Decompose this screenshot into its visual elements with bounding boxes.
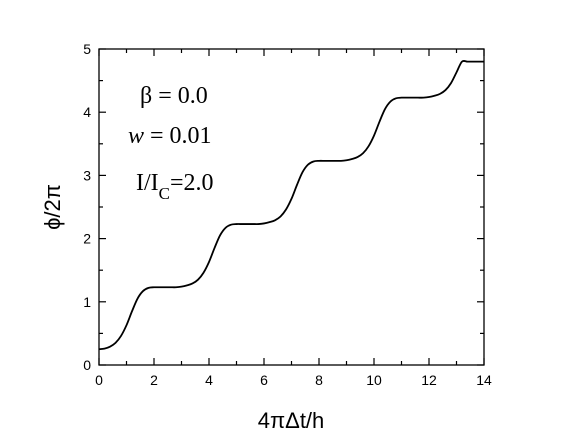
- annotation-current-value: =2.0: [170, 170, 214, 196]
- y-tick-label: 3: [83, 167, 91, 183]
- annotation-current: I/IC=2.0: [136, 170, 214, 203]
- annotation-w-symbol: w: [128, 123, 144, 149]
- y-tick-label: 4: [83, 104, 91, 120]
- y-axis-label: ϕ/2π: [40, 184, 65, 230]
- annotation-w: w = 0.01: [128, 123, 212, 149]
- y-tick-label: 5: [83, 41, 91, 57]
- annotation-current-i: I/I: [136, 170, 159, 196]
- annotation-w-value: = 0.01: [144, 123, 212, 149]
- series-group: [98, 59, 484, 351]
- y-tick-label: 0: [83, 357, 91, 373]
- y-tick-label: 1: [83, 294, 91, 310]
- x-tick-label: 8: [315, 372, 323, 388]
- x-tick-label: 14: [476, 372, 492, 388]
- annotation-current-sub: C: [159, 184, 170, 203]
- y-tick-label: 2: [83, 231, 91, 247]
- x-tick-label: 2: [150, 372, 158, 388]
- x-tick-label: 10: [366, 372, 382, 388]
- x-tick-label: 0: [95, 372, 103, 388]
- x-axis-label: 4πΔt/h: [258, 408, 325, 433]
- series-line: [98, 59, 484, 351]
- x-tick-label: 12: [421, 372, 437, 388]
- x-tick-label: 6: [260, 372, 268, 388]
- annotation-beta: β = 0.0: [140, 83, 208, 109]
- x-tick-label: 4: [205, 372, 213, 388]
